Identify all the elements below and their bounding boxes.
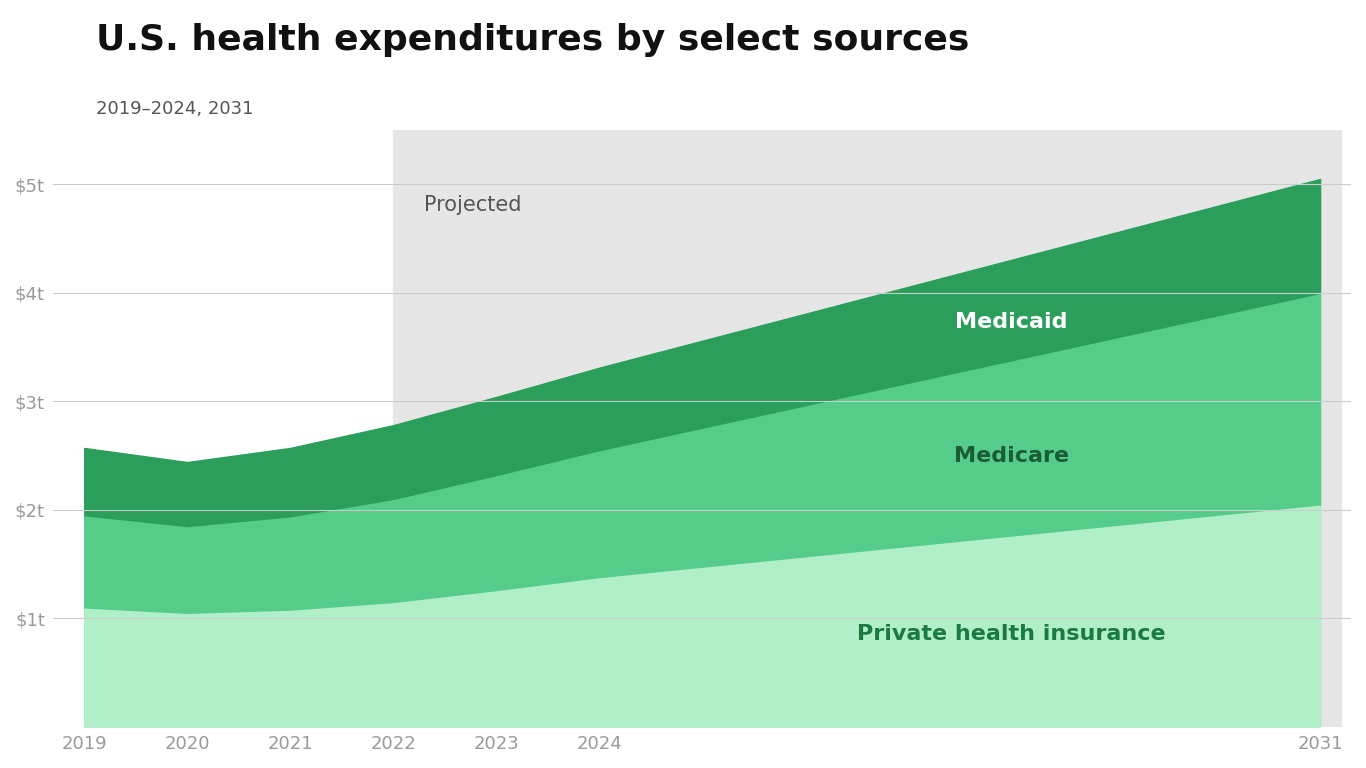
Text: U.S. health expenditures by select sources: U.S. health expenditures by select sourc… xyxy=(96,23,968,57)
Text: Private health insurance: Private health insurance xyxy=(856,624,1165,644)
Bar xyxy=(393,131,1340,727)
Text: 2019–2024, 2031: 2019–2024, 2031 xyxy=(96,100,253,118)
Text: Medicaid: Medicaid xyxy=(955,313,1067,333)
Text: Projected: Projected xyxy=(423,195,522,215)
Text: Medicare: Medicare xyxy=(953,446,1068,466)
